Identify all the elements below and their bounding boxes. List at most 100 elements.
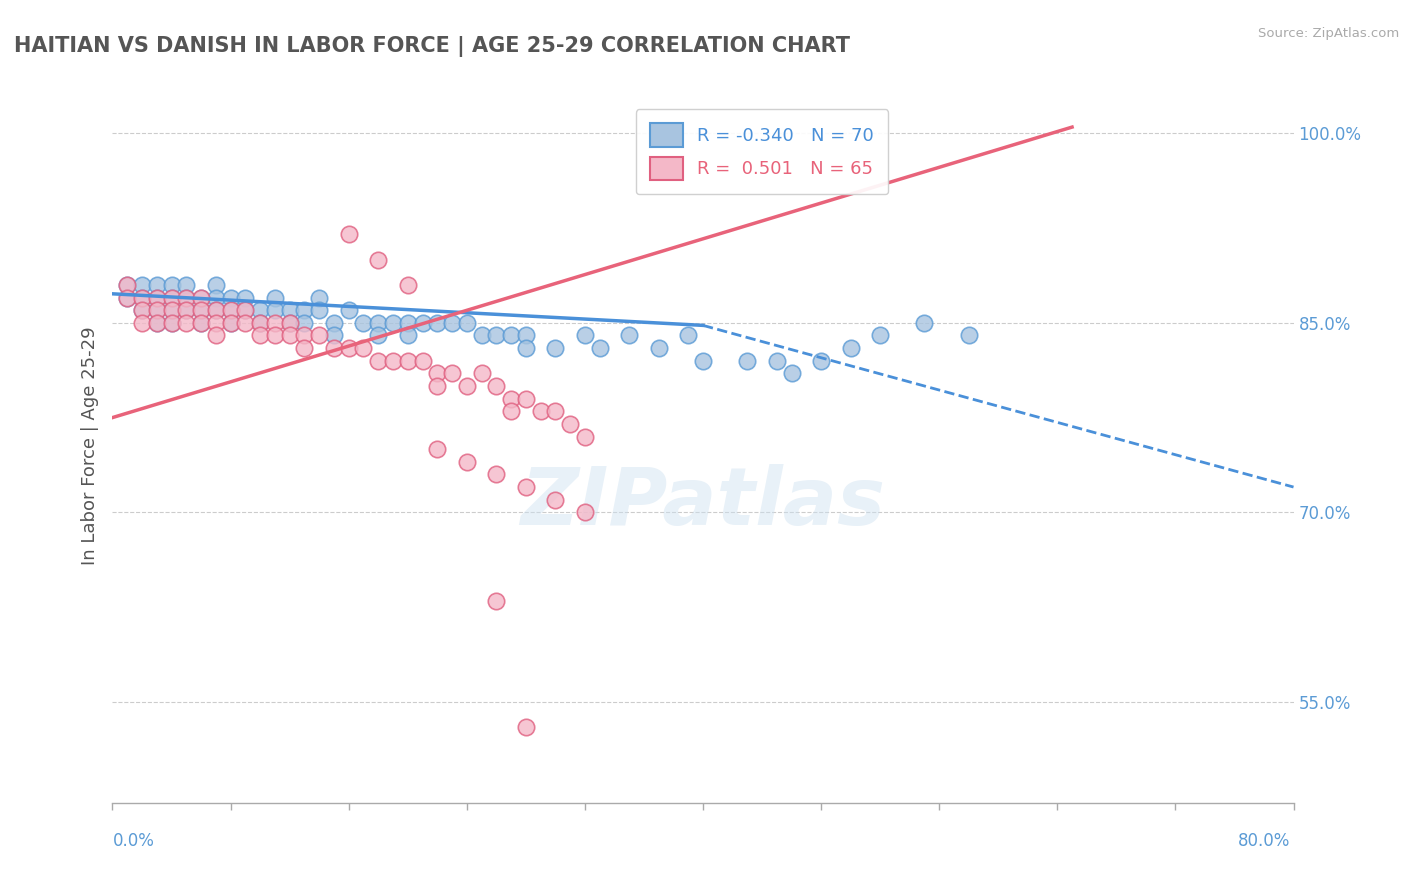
Point [957, 328, 980, 343]
Point [219, 303, 242, 318]
Point [647, 341, 671, 355]
Point [367, 328, 389, 343]
Point [382, 316, 405, 330]
Point [574, 505, 596, 519]
Point [205, 328, 228, 343]
Text: 80.0%: 80.0% [1239, 832, 1291, 850]
Point [308, 328, 330, 343]
Point [529, 404, 551, 418]
Point [456, 379, 478, 393]
Point [619, 328, 641, 343]
Point [264, 303, 287, 318]
Point [323, 328, 346, 343]
Point [131, 303, 153, 318]
Point [190, 316, 212, 330]
Point [146, 303, 169, 318]
Point [456, 455, 478, 469]
Point [174, 303, 197, 318]
Point [249, 303, 271, 318]
Point [249, 316, 271, 330]
Point [574, 328, 596, 343]
Point [278, 316, 301, 330]
Point [515, 341, 537, 355]
Point [470, 328, 494, 343]
Point [515, 480, 537, 494]
Point [292, 316, 315, 330]
Point [131, 303, 153, 318]
Point [292, 328, 315, 343]
Point [337, 341, 360, 355]
Point [205, 303, 228, 318]
Point [411, 353, 433, 368]
Point [146, 303, 169, 318]
Point [411, 316, 433, 330]
Point [190, 291, 212, 305]
Point [219, 316, 242, 330]
Point [131, 316, 153, 330]
Point [219, 316, 242, 330]
Point [205, 316, 228, 330]
Point [367, 353, 389, 368]
Point [323, 341, 346, 355]
Point [117, 291, 138, 305]
Point [174, 291, 197, 305]
Point [396, 328, 419, 343]
Point [501, 392, 523, 406]
Point [131, 277, 153, 292]
Point [146, 277, 169, 292]
Point [117, 277, 138, 292]
Point [544, 404, 567, 418]
Point [278, 328, 301, 343]
Point [131, 291, 153, 305]
Text: 0.0%: 0.0% [112, 832, 155, 850]
Point [264, 291, 287, 305]
Point [337, 227, 360, 242]
Point [160, 277, 183, 292]
Point [515, 392, 537, 406]
Point [160, 303, 183, 318]
Point [278, 316, 301, 330]
Point [146, 291, 169, 305]
Point [233, 303, 256, 318]
Point [160, 291, 183, 305]
Point [501, 328, 523, 343]
Point [264, 328, 287, 343]
Point [544, 492, 567, 507]
Point [426, 442, 449, 457]
Text: Source: ZipAtlas.com: Source: ZipAtlas.com [1258, 27, 1399, 40]
Point [337, 303, 360, 318]
Point [869, 328, 891, 343]
Point [485, 593, 508, 607]
Point [766, 353, 789, 368]
Point [396, 277, 419, 292]
Point [352, 341, 374, 355]
Point [485, 328, 508, 343]
Text: ZIPatlas: ZIPatlas [520, 464, 886, 542]
Point [426, 367, 449, 381]
Point [249, 316, 271, 330]
Point [323, 316, 346, 330]
Point [174, 291, 197, 305]
Legend: R = -0.340   N = 70, R =  0.501   N = 65: R = -0.340 N = 70, R = 0.501 N = 65 [636, 109, 889, 194]
Point [292, 341, 315, 355]
Point [190, 303, 212, 318]
Point [146, 291, 169, 305]
Point [396, 353, 419, 368]
Point [470, 367, 494, 381]
Point [558, 417, 582, 431]
Point [441, 316, 464, 330]
Point [426, 379, 449, 393]
Point [737, 353, 759, 368]
Point [810, 353, 832, 368]
Text: HAITIAN VS DANISH IN LABOR FORCE | AGE 25-29 CORRELATION CHART: HAITIAN VS DANISH IN LABOR FORCE | AGE 2… [14, 36, 851, 57]
Point [692, 353, 714, 368]
Point [174, 316, 197, 330]
Point [367, 252, 389, 267]
Point [205, 303, 228, 318]
Point [205, 277, 228, 292]
Point [174, 277, 197, 292]
Point [678, 328, 700, 343]
Point [292, 303, 315, 318]
Point [219, 303, 242, 318]
Point [426, 316, 449, 330]
